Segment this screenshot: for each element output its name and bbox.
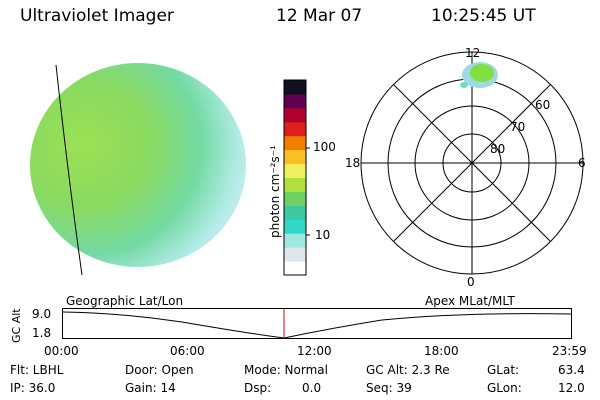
timeline-tick-1800: 18:00	[424, 344, 459, 358]
colorbar-tick-100: 100	[313, 140, 336, 154]
colorbar-swatch	[284, 149, 306, 165]
meridian-line	[55, 64, 83, 276]
polar-label-12: 12	[465, 46, 481, 60]
status-glon-value: 12.0	[558, 381, 585, 395]
status-gain: Gain: 14	[125, 381, 176, 395]
status-seq: Seq: 39	[366, 381, 412, 395]
colorbar-swatch	[284, 233, 306, 248]
status-door: Door: Open	[125, 363, 194, 377]
polar-plot	[360, 51, 584, 275]
polar-label-18: 18	[345, 156, 361, 170]
timeline-tick-0000: 00:00	[44, 344, 79, 358]
status-flt: Flt: LBHL	[10, 363, 64, 377]
polar-label-0: 0	[467, 275, 475, 289]
aurora-patch	[460, 62, 498, 88]
timeline-axis-label: GC Alt	[10, 308, 23, 343]
polar-ring-70: 70	[510, 120, 526, 134]
colorbar-swatch	[284, 107, 306, 123]
status-glat-value: 63.4	[558, 363, 585, 377]
status-ip: IP: 36.0	[10, 381, 56, 395]
timeline-tick-0600: 06:00	[170, 344, 205, 358]
colorbar	[283, 79, 310, 276]
status-glon-label: GLon:	[487, 381, 522, 395]
header-date: 12 Mar 07	[276, 6, 363, 26]
timeline-tick-2359: 23:59	[552, 344, 587, 358]
colorbar-swatch	[284, 219, 306, 234]
colorbar-swatch	[284, 205, 306, 220]
colorbar-swatch	[284, 163, 306, 178]
colorbar-swatch	[284, 247, 306, 262]
colorbar-swatch	[284, 121, 306, 137]
status-dsp-value: 0.0	[302, 381, 322, 395]
status-dsp-label: Dsp:	[244, 381, 272, 395]
altitude-curve	[62, 311, 572, 339]
polar-ring-60: 60	[535, 98, 551, 112]
colorbar-swatch	[284, 135, 306, 151]
colorbar-swatch	[284, 191, 306, 206]
app-title: Ultraviolet Imager	[20, 6, 174, 26]
status-mode: Mode: Normal	[244, 363, 328, 377]
status-glat-label: GLat:	[487, 363, 520, 377]
timeline-right-title: Apex MLat/MLT	[425, 294, 515, 308]
timeline-frame	[62, 308, 572, 339]
timeline-tick-1200: 12:00	[297, 344, 332, 358]
timeline-left-title: Geographic Lat/Lon	[66, 294, 184, 308]
polar-label-6: 6	[578, 156, 586, 170]
timeline-y-bottom: 1.8	[32, 326, 52, 340]
timeline-y-top: 9.0	[32, 307, 52, 321]
status-gcalt: GC Alt: 2.3 Re	[366, 363, 450, 377]
timeline-plot	[62, 308, 572, 339]
polar-ring-80: 80	[490, 142, 506, 156]
colorbar-swatch	[284, 80, 306, 95]
header-time: 10:25:45 UT	[431, 6, 536, 26]
colorbar-tick-10: 10	[315, 228, 331, 242]
geographic-image	[30, 63, 246, 276]
colorbar-unit-label: photon cm⁻²s⁻¹	[268, 145, 282, 238]
colorbar-swatch	[284, 177, 306, 192]
colorbar-swatch	[284, 93, 306, 109]
colorbar-swatch	[284, 261, 306, 276]
